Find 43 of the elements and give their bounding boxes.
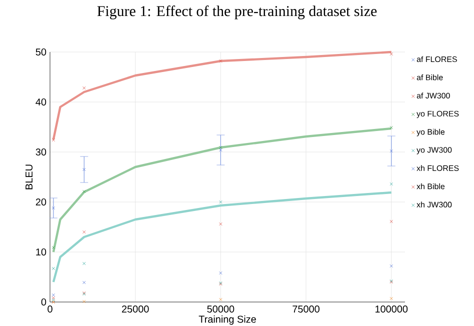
line-series [52, 127, 392, 254]
x-axis-title: Training Size [198, 315, 256, 325]
x-tick-label: 100000 [375, 306, 408, 313]
y-tick-label: 30 [36, 148, 46, 156]
x-tick-label: 0 [48, 306, 52, 313]
point [219, 222, 222, 226]
point [52, 246, 56, 250]
point [82, 86, 86, 90]
point [390, 126, 393, 130]
y-axis-title: BLEU [26, 164, 33, 190]
point [82, 190, 86, 194]
y-tick-label: 20 [36, 198, 46, 206]
point [390, 220, 393, 224]
point [52, 206, 56, 210]
x-tick-label: 50000 [207, 306, 234, 313]
point [390, 296, 393, 300]
point [219, 59, 222, 63]
line-series [52, 191, 392, 284]
point [390, 52, 393, 56]
point [219, 146, 222, 150]
point [390, 264, 393, 268]
point [219, 148, 222, 152]
point [219, 271, 222, 275]
point [219, 298, 222, 302]
point [82, 300, 86, 304]
y-tick-label: 40 [36, 98, 46, 106]
point [52, 293, 56, 297]
point [82, 280, 86, 284]
chart-title: Figure 1: Effect of the pre-training dataset size [97, 6, 377, 20]
y-tick-label: 50 [36, 48, 46, 56]
point [82, 168, 86, 172]
line-series [52, 50, 392, 141]
point [390, 182, 393, 186]
point [52, 138, 56, 142]
point [52, 266, 56, 270]
y-tick-label: 10 [36, 248, 46, 256]
y-tick-label: 0 [41, 298, 46, 306]
point [390, 149, 393, 153]
point [219, 200, 222, 204]
x-tick-label: 25000 [122, 306, 149, 313]
x-tick-label: 75000 [292, 306, 320, 313]
point [82, 230, 86, 234]
point [82, 262, 86, 266]
